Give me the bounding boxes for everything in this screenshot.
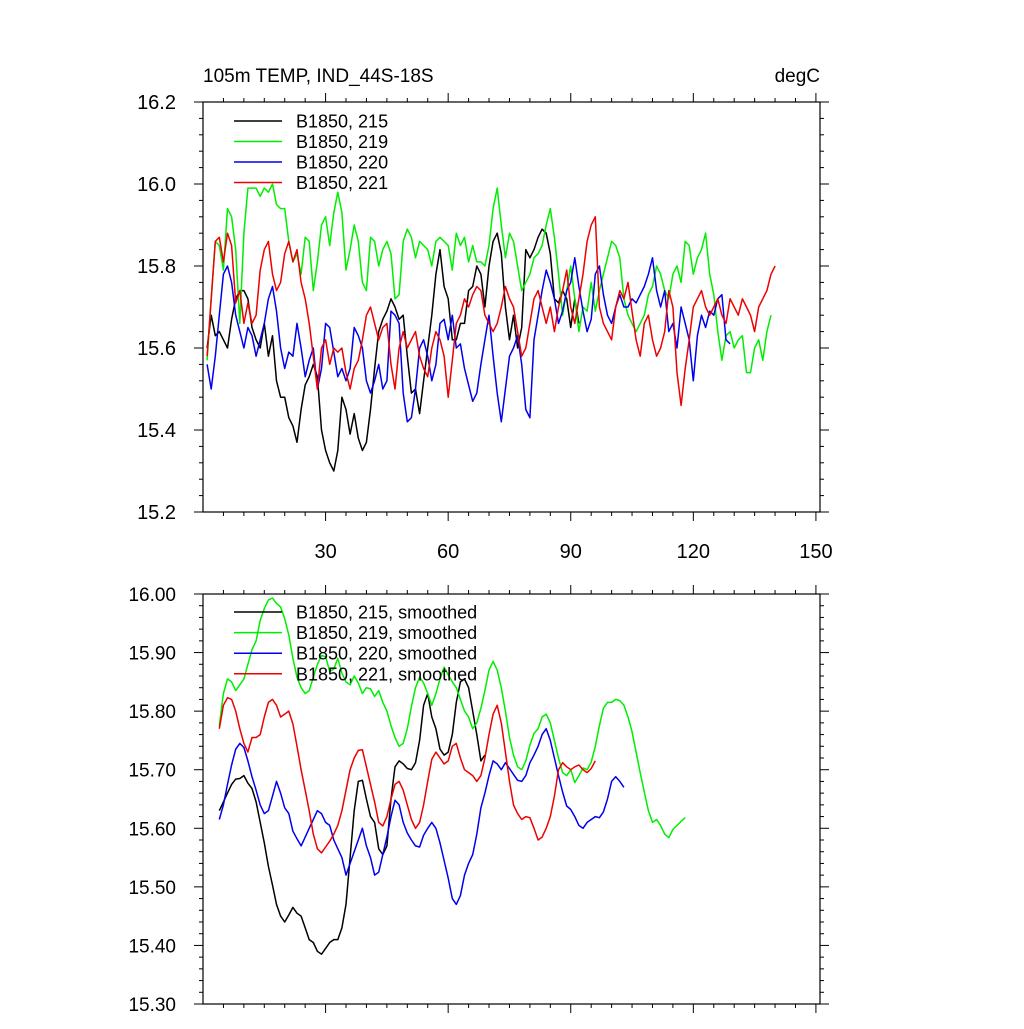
series-line-4 <box>206 216 776 407</box>
legend-label: B1850, 220, smoothed <box>296 644 477 664</box>
legend-label: B1850, 215 <box>296 112 388 132</box>
legend-label: B1850, 221 <box>296 173 388 193</box>
y-tick-label: 15.50 <box>128 878 176 899</box>
y-tick-label: 16.2 <box>137 92 176 114</box>
top-panel: 105m TEMP, IND_44S-18S degC 30 60 90 120 150… <box>137 66 833 563</box>
series-line-1 <box>218 678 486 955</box>
x-tick-label: 120 <box>677 541 710 563</box>
series-line-2 <box>218 597 686 839</box>
plot-frame <box>202 593 821 1005</box>
series-line-2 <box>206 183 772 374</box>
legend-label: B1850, 221, smoothed <box>296 664 477 684</box>
y-tick-label: 15.60 <box>128 819 176 840</box>
plot-frame <box>202 101 821 513</box>
y-tick-label: 15.4 <box>137 420 176 442</box>
y-tick-label: 16.0 <box>137 174 176 196</box>
x-tick-label: 90 <box>560 541 582 563</box>
legend-label: B1850, 219 <box>296 132 388 152</box>
legend-label: B1850, 220 <box>296 153 388 173</box>
y-tick-label: 15.90 <box>128 644 176 665</box>
y-tick-label: 15.80 <box>128 702 176 723</box>
x-tick-label: 30 <box>314 541 336 563</box>
y-tick-label: 16.00 <box>128 585 176 606</box>
series-line-1 <box>206 228 580 472</box>
y-tick-label: 15.2 <box>137 502 176 524</box>
legend-label: B1850, 215, smoothed <box>296 603 477 623</box>
legend-label: B1850, 219, smoothed <box>296 623 477 643</box>
y-tick-label: 15.6 <box>137 338 176 360</box>
series-line-3 <box>218 727 625 906</box>
y-tick-label: 15.30 <box>128 995 176 1016</box>
units-label: degC <box>775 66 820 87</box>
y-tick-label: 15.8 <box>137 256 176 278</box>
y-tick-label: 15.40 <box>128 936 176 957</box>
chart-title: 105m TEMP, IND_44S-18S <box>203 66 434 87</box>
x-tick-label: 60 <box>437 541 459 563</box>
bottom-panel: 15.30 15.40 15.50 15.60 15.70 15.80 15.90 16.00… <box>128 585 829 1016</box>
y-tick-label: 15.70 <box>128 761 176 782</box>
series-line-4 <box>218 696 596 854</box>
series-line-3 <box>206 257 731 423</box>
x-tick-label: 150 <box>799 541 832 563</box>
